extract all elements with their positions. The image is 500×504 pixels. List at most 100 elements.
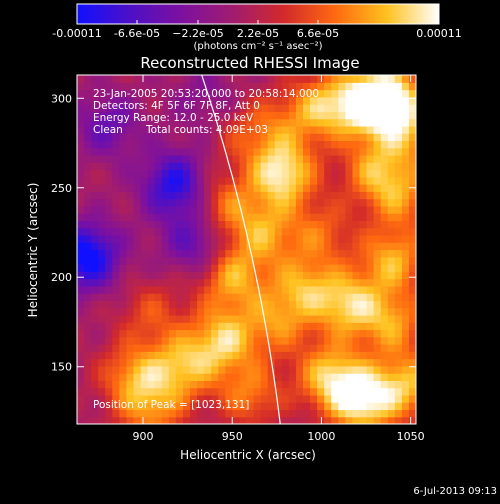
heatmap-cell: [154, 125, 163, 134]
heatmap-cell: [98, 300, 106, 309]
heatmap-cell: [359, 344, 368, 352]
heatmap-cell: [401, 140, 410, 149]
heatmap-cell: [324, 75, 332, 83]
heatmap-cell: [182, 82, 191, 91]
heatmap-cell: [112, 140, 120, 149]
heatmap-cell: [161, 249, 170, 258]
heatmap-cell: [281, 293, 290, 301]
heatmap-cell: [281, 198, 290, 207]
heatmap-cell: [380, 227, 389, 236]
heatmap-cell: [204, 111, 212, 120]
heatmap-cell: [317, 104, 325, 112]
heatmap-cell: [105, 336, 113, 345]
heatmap-cell: [147, 307, 156, 316]
heatmap-cell: [154, 133, 163, 142]
heatmap-cell: [295, 104, 304, 112]
heatmap-cell: [331, 300, 339, 309]
heatmap-cell: [401, 344, 410, 352]
heatmap-cell: [147, 234, 156, 243]
heatmap-cell: [133, 322, 142, 331]
heatmap-cell: [352, 227, 361, 236]
heatmap-cell: [133, 220, 142, 229]
heatmap-cell: [204, 213, 212, 222]
heatmap-cell: [105, 154, 113, 163]
heatmap-cell: [373, 162, 382, 171]
heatmap-cell: [98, 285, 106, 294]
heatmap-cell: [267, 322, 276, 331]
heatmap-cell: [182, 285, 191, 294]
heatmap-cell: [154, 118, 163, 127]
heatmap-cell: [154, 329, 163, 338]
heatmap-cell: [352, 118, 361, 127]
heatmap-cell: [225, 191, 233, 200]
heatmap-cell: [408, 409, 416, 418]
heatmap-cell: [267, 205, 276, 214]
heatmap-cell: [232, 125, 241, 134]
footer-date: 6-Jul-2013 09:13: [413, 486, 497, 497]
heatmap-cell: [225, 227, 233, 236]
heatmap-cell: [77, 125, 85, 134]
heatmap-cell: [105, 184, 113, 192]
heatmap-cell: [232, 242, 241, 251]
heatmap-cell: [310, 249, 318, 258]
heatmap-cell: [295, 198, 304, 207]
heatmap-cell: [175, 314, 184, 323]
heatmap-cell: [331, 234, 339, 243]
heatmap-cell: [126, 387, 135, 396]
heatmap-cell: [359, 278, 368, 287]
heatmap-cell: [324, 213, 332, 222]
heatmap-cell: [197, 176, 205, 185]
heatmap-cell: [253, 307, 262, 316]
heatmap-cell: [182, 344, 191, 352]
heatmap-cell: [133, 227, 142, 236]
heatmap-cell: [324, 125, 332, 134]
heatmap-cell: [288, 140, 297, 149]
heatmap-cell: [218, 96, 226, 105]
heatmap-cell: [190, 307, 198, 316]
heatmap-cell: [338, 336, 346, 345]
heatmap-cell: [161, 329, 170, 338]
heatmap-cell: [190, 329, 198, 338]
heatmap-cell: [317, 140, 325, 149]
heatmap-cell: [168, 351, 177, 360]
heatmap-cell: [218, 358, 226, 367]
heatmap-cell: [218, 380, 226, 389]
heatmap-cell: [204, 242, 212, 251]
heatmap-cell: [260, 184, 269, 192]
heatmap-cell: [98, 140, 106, 149]
heatmap-cell: [91, 205, 99, 214]
heatmap-cell: [211, 264, 219, 272]
heatmap-cell: [380, 293, 389, 301]
heatmap-cell: [225, 358, 233, 367]
heatmap-cell: [91, 82, 99, 91]
heatmap-cell: [288, 220, 297, 229]
heatmap-cell: [77, 402, 85, 411]
heatmap-cell: [119, 365, 128, 374]
heatmap-cell: [295, 300, 304, 309]
heatmap-cell: [394, 104, 403, 112]
heatmap-cell: [288, 365, 297, 374]
heatmap-cell: [338, 314, 346, 323]
heatmap-cell: [204, 220, 212, 229]
heatmap-cell: [267, 365, 276, 374]
heatmap-cell: [408, 104, 416, 112]
heatmap-cell: [119, 358, 128, 367]
heatmap-cell: [225, 373, 233, 381]
heatmap-cell: [387, 205, 396, 214]
heatmap-cell: [246, 256, 255, 265]
heatmap-cell: [373, 191, 382, 200]
heatmap-cell: [345, 191, 354, 200]
energy-range: Energy Range: 12.0 - 25.0 keV: [93, 112, 254, 124]
heatmap-cell: [373, 300, 382, 309]
heatmap-cell: [140, 191, 149, 200]
heatmap-cell: [338, 169, 346, 178]
heatmap-cell: [190, 205, 198, 214]
heatmap-cell: [84, 96, 92, 105]
heatmap-cell: [175, 220, 184, 229]
heatmap-cell: [154, 402, 163, 411]
heatmap-cell: [232, 118, 241, 127]
heatmap-cell: [98, 256, 106, 265]
heatmap-cell: [197, 191, 205, 200]
heatmap-cell: [112, 307, 120, 316]
heatmap-cell: [373, 140, 382, 149]
